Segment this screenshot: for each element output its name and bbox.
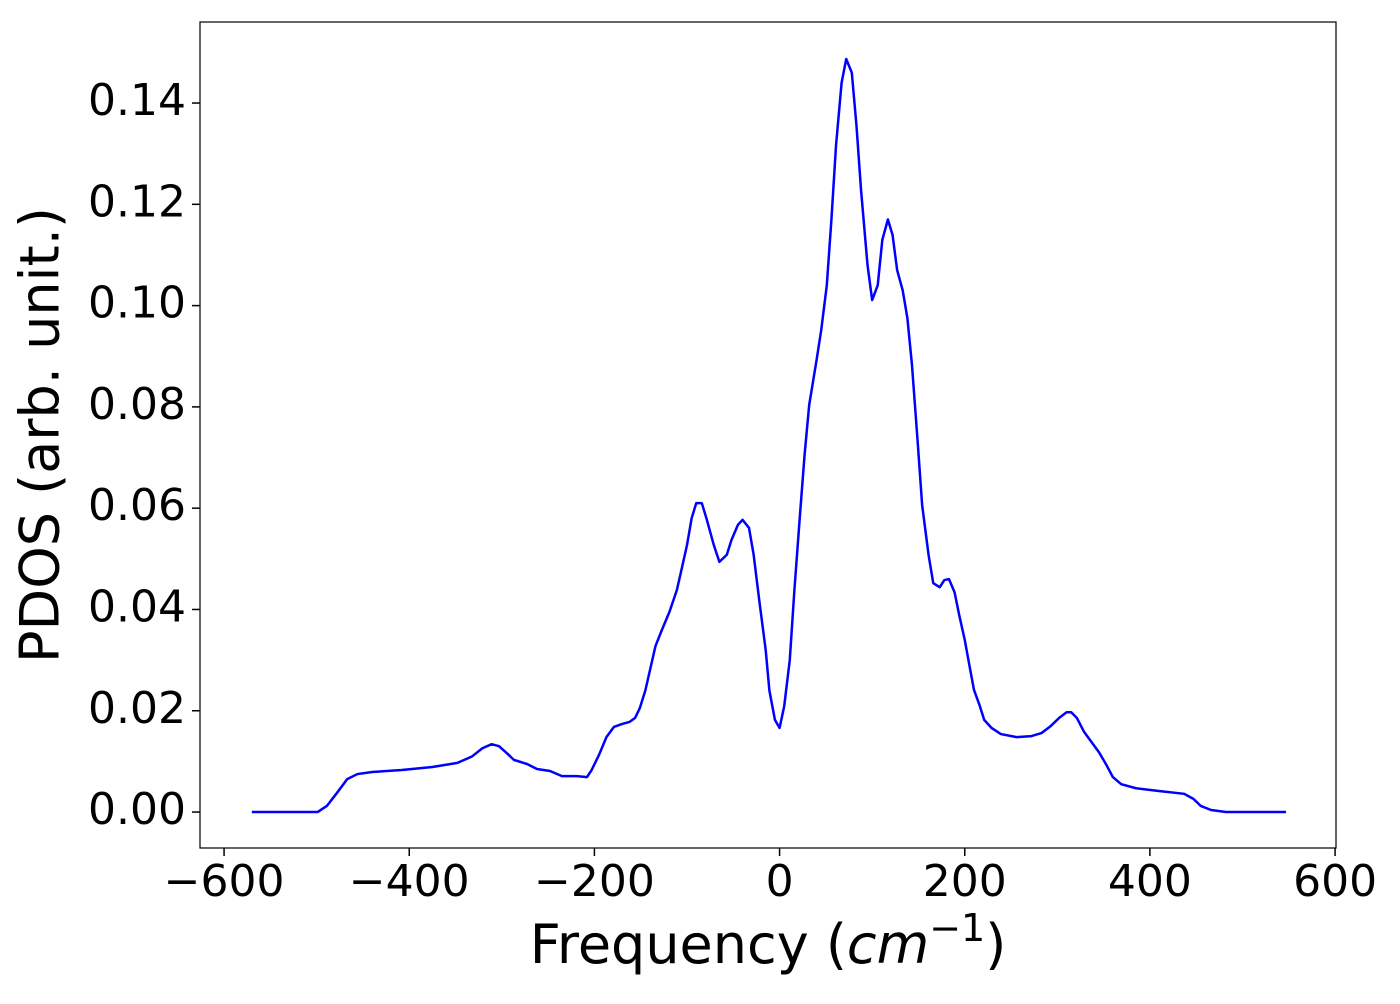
y-tick-label: 0.08 [88,379,186,430]
x-tick-label: 600 [1293,856,1377,907]
x-axis-label-text: Frequency ( [530,913,847,976]
y-tick-label: 0.06 [88,480,186,531]
plot-frame [199,21,1337,849]
x-axis-label-close: ) [985,913,1006,976]
y-tick-label: 0.04 [88,581,186,632]
x-tick-label: 200 [923,856,1007,907]
y-tick-label: 0.02 [88,683,186,734]
data-line [251,57,1286,814]
y-tick-label: 0.00 [88,784,186,835]
x-tick-label: −200 [534,856,655,907]
y-tick-label: 0.12 [88,176,186,227]
y-tick-label: 0.10 [88,278,186,329]
y-axis-label: PDOS (arb. unit.) [9,207,72,663]
x-tick-label: 400 [1108,856,1192,907]
x-axis-label: Frequency (cm−1) [530,906,1007,976]
x-tick-label: −600 [164,856,285,907]
x-axis-label-unit: cm [847,913,929,976]
y-tick-label: 0.14 [88,75,186,126]
x-axis-label-exponent: −1 [929,906,985,950]
x-tick-label: −400 [349,856,470,907]
x-tick-label: 0 [766,856,794,907]
